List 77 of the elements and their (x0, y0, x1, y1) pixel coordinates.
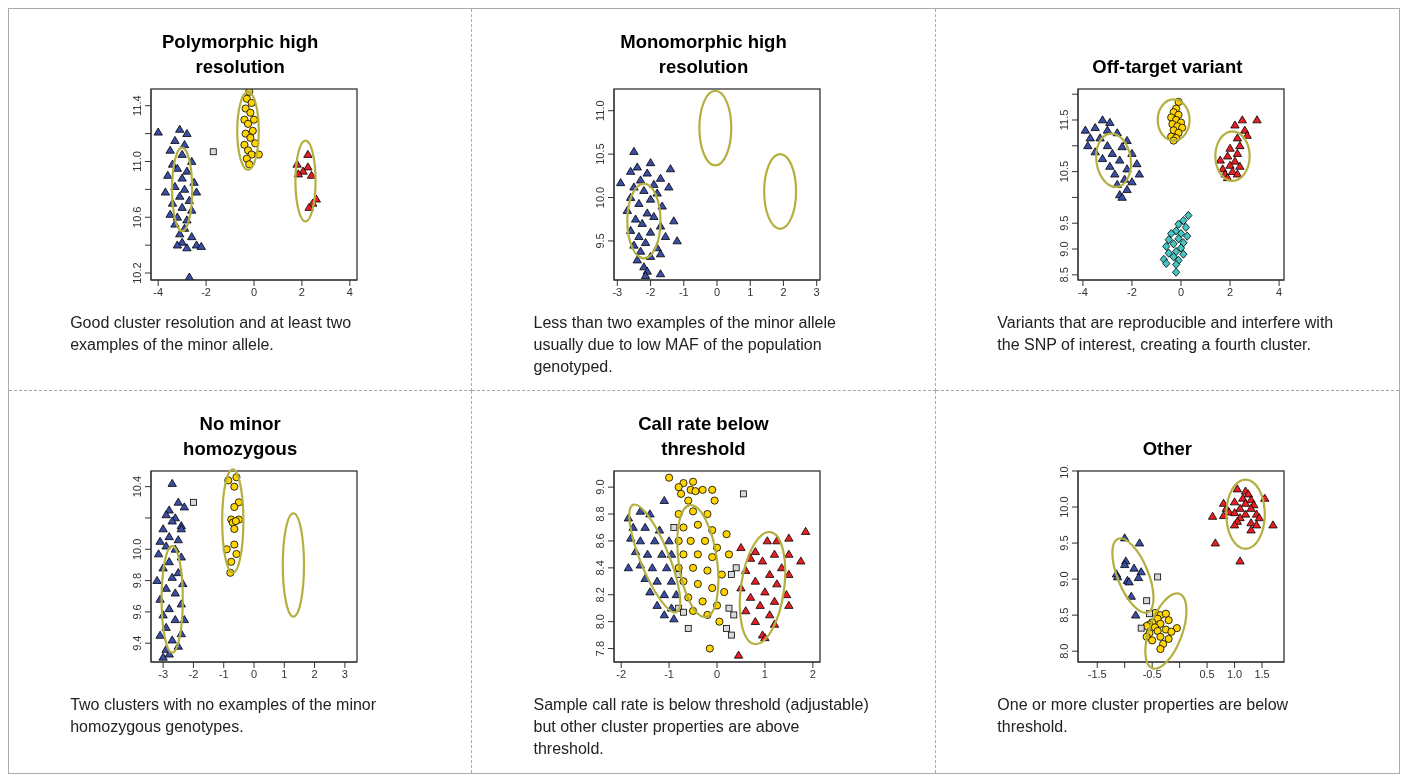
x-tick-label: -2 (188, 667, 199, 680)
x-tick-label: 2 (810, 667, 817, 680)
y-tick-label: 9.6 (131, 604, 144, 620)
y-tick-label: 10.5 (1058, 160, 1071, 183)
y-tick-label: 9.5 (1058, 535, 1071, 551)
y-tick-label: 9.8 (131, 572, 144, 589)
y-tick-label: 10.0 (131, 538, 144, 560)
y-tick-label: 9.0 (594, 479, 607, 495)
y-tick-label: 7.8 (594, 640, 607, 657)
y-tick-label: 8.0 (594, 614, 607, 630)
x-tick-label: -4 (153, 285, 164, 298)
x-tick-label: -3 (612, 285, 623, 298)
text: Sample call rate is below threshold (adjustable) but other cluster properties are above threshold. (533, 695, 870, 759)
y-tick-label: 9.4 (131, 635, 144, 651)
x-tick-label: -2 (616, 667, 627, 680)
x-tick-label: -2 (1127, 285, 1138, 298)
x-tick-label: 0.5 (1199, 667, 1216, 680)
x-tick-label: -4 (1078, 285, 1089, 298)
y-tick-label: 8.8 (594, 506, 607, 522)
y-tick-label: 10.2 (131, 262, 144, 284)
x-tick-label: -2 (646, 285, 656, 298)
x-tick-label: 3 (814, 285, 821, 298)
x-tick-label: 1 (281, 667, 288, 680)
x-tick-label: 1.0 (1227, 667, 1243, 680)
x-tick-label: -2 (201, 285, 212, 298)
x-tick-label: 1.5 (1254, 667, 1270, 680)
y-tick-label: 8.0 (1058, 643, 1071, 659)
y-tick-label: 10.6 (131, 206, 144, 228)
y-tick-label: 10.4 (131, 475, 144, 498)
x-tick-label: -0.5 (1143, 667, 1162, 680)
y-tick-label: 10.0 (1058, 496, 1071, 518)
chart-title: Other (1141, 437, 1193, 461)
chart-title: Polymorphic high resolution (161, 30, 320, 79)
chart-title: Call rate below threshold (637, 412, 770, 461)
y-tick-label: 11.4 (131, 95, 144, 117)
x-tick-label: 0 (714, 667, 721, 680)
x-tick-label: 0 (251, 667, 258, 680)
x-tick-label: -1 (664, 667, 675, 680)
chart-title: Off-target variant (1091, 55, 1244, 79)
chart-title: Monomorphic high resolution (619, 30, 788, 79)
x-tick-label: 2 (1227, 285, 1234, 298)
text: One or more cluster properties are below threshold. (997, 695, 1290, 737)
y-tick-label: 9.0 (1058, 241, 1071, 257)
y-tick-label: 9.5 (594, 233, 607, 249)
y-tick-label: 10. (1058, 463, 1071, 479)
x-tick-label: 0 (251, 285, 258, 298)
x-tick-label: 4 (346, 285, 354, 298)
y-tick-label: 9.0 (1058, 571, 1071, 587)
y-tick-label: 8.6 (594, 533, 607, 549)
text: Two clusters with no examples of the minor homozygous genotypes. (70, 695, 378, 737)
x-tick-label: 3 (341, 667, 349, 680)
x-tick-label: 1 (762, 667, 769, 680)
y-tick-label: 8.4 (594, 560, 607, 576)
x-tick-label: 2 (299, 285, 306, 298)
x-tick-label: -1 (218, 667, 229, 680)
y-tick-label: 11.5 (1058, 109, 1071, 131)
x-tick-label: 1 (747, 285, 754, 298)
x-tick-label: -1 (679, 285, 690, 298)
chart-title: No minor homozygous (182, 412, 299, 461)
x-tick-label: 2 (780, 285, 787, 298)
y-tick-label: 8.5 (1058, 607, 1071, 623)
y-tick-label: 8.2 (594, 587, 607, 603)
y-tick-label: 10.5 (594, 143, 607, 165)
text: Variants that are reproducible and interfere with the SNP of interest, creating a fourth cluster. (997, 313, 1335, 355)
y-tick-label: 9.5 (1058, 215, 1071, 231)
y-tick-label: 10.0 (594, 186, 607, 209)
y-tick-label: 11.0 (131, 151, 144, 172)
x-tick-label: 4 (1276, 285, 1283, 298)
x-tick-label: -3 (158, 667, 169, 680)
x-tick-label: 2 (311, 667, 318, 680)
y-tick-label: 8.5 (1058, 267, 1071, 283)
text: Less than two examples of the minor allele usually due to low MAF of the population genotyped. (533, 313, 837, 377)
y-tick-label: 11.0 (594, 100, 607, 121)
x-tick-label: 0 (714, 285, 721, 298)
text: Good cluster resolution and at least two examples of the minor allele. (70, 313, 353, 355)
x-tick-label: -1.5 (1088, 667, 1108, 680)
x-tick-label: 0 (1178, 285, 1185, 298)
